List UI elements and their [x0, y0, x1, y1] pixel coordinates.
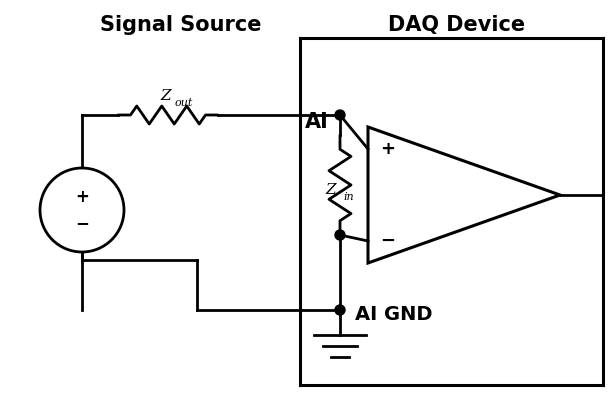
Circle shape	[335, 305, 345, 315]
Text: Signal Source: Signal Source	[100, 15, 262, 35]
Circle shape	[335, 110, 345, 120]
Bar	[300, 38, 603, 385]
Circle shape	[335, 230, 345, 240]
Text: DAQ Device: DAQ Device	[388, 15, 525, 35]
Text: −: −	[75, 214, 89, 232]
Text: AI GND: AI GND	[355, 305, 433, 324]
Text: −: −	[381, 232, 395, 250]
Text: +: +	[381, 140, 395, 158]
Circle shape	[40, 168, 124, 252]
Text: AI: AI	[305, 112, 329, 132]
Text: in: in	[343, 192, 354, 202]
Text: Z: Z	[326, 183, 336, 197]
Text: out: out	[175, 98, 193, 108]
Text: Z: Z	[161, 89, 171, 103]
Text: +: +	[75, 188, 89, 206]
